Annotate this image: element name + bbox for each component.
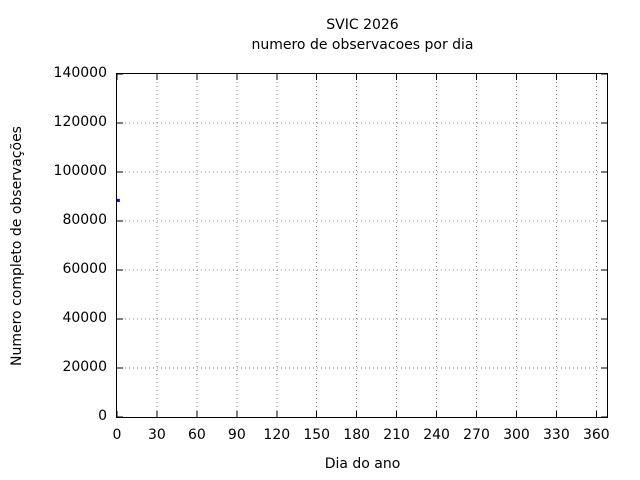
y-tick-label: 40000 — [62, 310, 107, 326]
y-tick-label: 100000 — [53, 163, 107, 179]
data-point — [117, 198, 120, 202]
x-tick-label: 360 — [582, 427, 610, 443]
x-tick-label: 150 — [303, 427, 331, 443]
y-tick-label: 60000 — [62, 261, 107, 277]
y-tick-label: 140000 — [53, 65, 107, 81]
x-tick-label: 330 — [543, 427, 570, 443]
chart-title: SVIC 2026 — [326, 17, 399, 33]
y-axis-label: Numero completo de observações — [9, 126, 25, 366]
x-tick-label: 0 — [112, 427, 122, 443]
x-tick-label: 30 — [148, 427, 166, 443]
y-tick-label: 0 — [98, 408, 107, 424]
y-tick-label: 80000 — [62, 212, 107, 228]
x-tick-label: 300 — [503, 427, 530, 443]
x-tick-label: 60 — [187, 427, 206, 443]
x-axis-label: Dia do ano — [324, 456, 401, 472]
x-tick-label: 180 — [343, 427, 371, 443]
x-tick-label: 270 — [463, 427, 490, 443]
x-tick-label: 120 — [263, 427, 291, 443]
x-tick-label: 240 — [423, 427, 450, 443]
plot-canvas — [117, 74, 607, 417]
y-tick-label: 120000 — [53, 114, 107, 130]
x-tick-label: 210 — [383, 427, 410, 443]
x-tick-label: 90 — [227, 427, 246, 443]
chart-subtitle: numero de observacoes por dia — [251, 37, 474, 53]
plot-area — [116, 73, 608, 418]
y-tick-label: 20000 — [62, 359, 107, 375]
